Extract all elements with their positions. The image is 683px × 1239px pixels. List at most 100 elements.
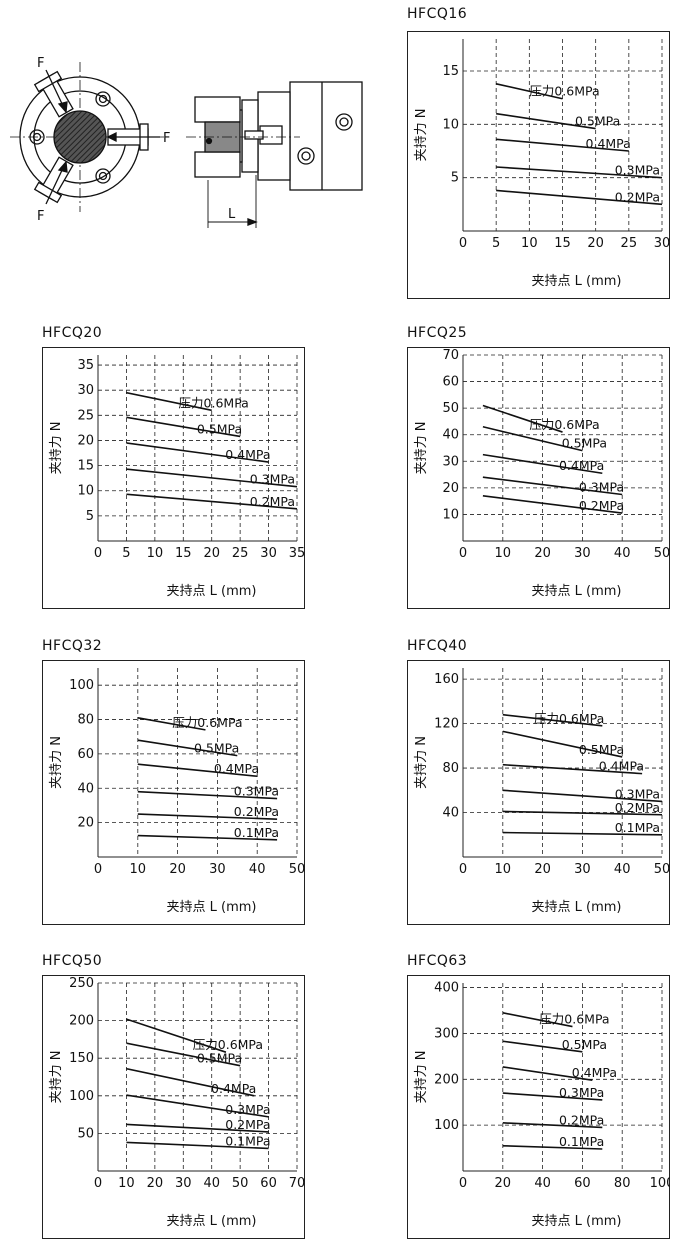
x-axis-label: 夹持点 L (mm)	[167, 900, 257, 915]
x-tick-label: 20	[203, 546, 220, 561]
x-tick-label: 50	[232, 1176, 249, 1191]
x-tick-label: 60	[260, 1176, 277, 1191]
y-axis-label: 夹持力 N	[49, 422, 64, 475]
x-tick-label: 15	[175, 546, 192, 561]
series-line	[502, 1144, 603, 1150]
series-label: 0.2MPa	[225, 1117, 270, 1132]
series-line	[482, 476, 623, 496]
chart-title: HFCQ32	[42, 638, 103, 654]
chart-hfcq40: 0 10 20 30 40 50 40 80 120 160 夹持点 L (mm) 夹持力 N 压力0.…	[414, 668, 670, 915]
y-axis-label: 夹持力 N	[49, 736, 64, 789]
series-label: 0.5MPa	[575, 114, 620, 129]
force-label-bottom: F	[37, 209, 44, 224]
x-tick-label: 30	[654, 236, 670, 251]
grid	[463, 354, 663, 541]
series-line	[502, 831, 663, 836]
series-line	[482, 404, 563, 433]
x-tick-label: 5	[492, 236, 500, 251]
series-line	[126, 1067, 255, 1097]
y-tick-label: 40	[442, 806, 459, 821]
x-tick-label: 10	[118, 1176, 135, 1191]
y-tick-label: 200	[69, 1014, 94, 1029]
x-tick-label: 40	[614, 862, 631, 877]
series-label: 压力0.6MPa	[529, 417, 599, 432]
series-line	[137, 717, 206, 731]
front-view	[10, 62, 168, 212]
y-tick-label: 5	[451, 171, 459, 186]
y-tick-label: 100	[434, 1118, 459, 1133]
series-line	[502, 730, 623, 758]
x-tick-label: 30	[260, 546, 277, 561]
series-label: 0.1MPa	[234, 825, 279, 840]
x-tick-label: 70	[289, 1176, 305, 1191]
series-label: 0.5MPa	[194, 741, 239, 756]
y-tick-label: 40	[442, 428, 459, 443]
x-tick-label: 0	[94, 546, 102, 561]
chart-title: HFCQ63	[407, 953, 468, 969]
x-tick-label: 50	[654, 862, 670, 877]
series-label: 压力0.6MPa	[529, 84, 599, 99]
y-axis-label: 夹持力 N	[414, 1051, 429, 1104]
series-line	[126, 493, 298, 510]
y-tick-label: 160	[434, 672, 459, 687]
series-line	[126, 1123, 269, 1133]
series-label: 0.5MPa	[562, 436, 607, 451]
series-line	[126, 1042, 241, 1067]
series-line	[502, 763, 643, 775]
force-label-top: F	[37, 56, 44, 71]
grid	[98, 668, 298, 857]
x-tick-label: 0	[94, 1176, 102, 1191]
series-label: 0.2MPa	[250, 494, 295, 509]
x-tick-label: 0	[459, 862, 467, 877]
y-tick-label: 400	[434, 981, 459, 996]
series-line	[126, 442, 269, 463]
x-tick-label: 20	[169, 862, 186, 877]
series-label: 0.5MPa	[562, 1037, 607, 1052]
series-label: 压力0.6MPa	[179, 395, 249, 410]
y-tick-label: 100	[69, 678, 94, 693]
series-label: 0.4MPa	[559, 458, 604, 473]
series-label: 0.2MPa	[579, 498, 624, 513]
y-axis-label: 夹持力 N	[414, 109, 429, 162]
y-tick-label: 30	[442, 454, 459, 469]
series-label: 0.3MPa	[250, 472, 295, 487]
series-line	[502, 1040, 583, 1053]
y-tick-label: 200	[434, 1072, 459, 1087]
series-label: 0.1MPa	[225, 1133, 270, 1148]
y-tick-label: 70	[442, 348, 459, 363]
y-tick-label: 120	[434, 717, 459, 732]
series-label: 0.1MPa	[559, 1134, 604, 1149]
x-tick-label: 30	[209, 862, 226, 877]
series-label: 0.4MPa	[599, 759, 644, 774]
x-tick-label: 15	[554, 236, 571, 251]
force-label-right: F	[163, 131, 170, 146]
y-tick-label: 20	[77, 816, 94, 831]
x-tick-label: 80	[614, 1176, 631, 1191]
series-line	[482, 495, 623, 514]
x-tick-label: 10	[130, 862, 147, 877]
series-line	[502, 1012, 573, 1028]
x-axis-label: 夹持点 L (mm)	[532, 1214, 622, 1229]
y-tick-label: 25	[77, 408, 94, 423]
chart-title: HFCQ50	[42, 953, 103, 969]
series-line	[502, 1092, 603, 1101]
x-axis-label: 夹持点 L (mm)	[532, 900, 622, 915]
series-line	[126, 1094, 269, 1118]
series-line	[126, 468, 298, 488]
series-line	[482, 453, 603, 475]
grid	[98, 982, 298, 1171]
x-tick-label: 0	[459, 546, 467, 561]
series-line	[496, 112, 596, 130]
y-axis-label: 夹持力 N	[414, 422, 429, 475]
x-tick-label: 100	[650, 1176, 670, 1191]
y-tick-label: 250	[69, 976, 94, 991]
x-tick-label: 40	[249, 862, 266, 877]
series-line	[502, 713, 603, 727]
chart-hfcq25: 0 10 20 30 40 50 10 20 30 40 50 60 70 夹持点 L (mm) 夹持力 N…	[414, 348, 670, 599]
chart-hfcq20: 0 5 10 15 20 25 30 35 5 10 15 20 25 30 35 夹持点 L (mm) 夹持力…	[49, 355, 305, 599]
x-tick-label: 0	[459, 1176, 467, 1191]
series-label: 压力0.6MPa	[172, 715, 242, 730]
series-label: 压力0.6MPa	[534, 711, 604, 726]
series-label: 0.3MPa	[615, 786, 660, 801]
chart-title: HFCQ16	[407, 6, 468, 22]
